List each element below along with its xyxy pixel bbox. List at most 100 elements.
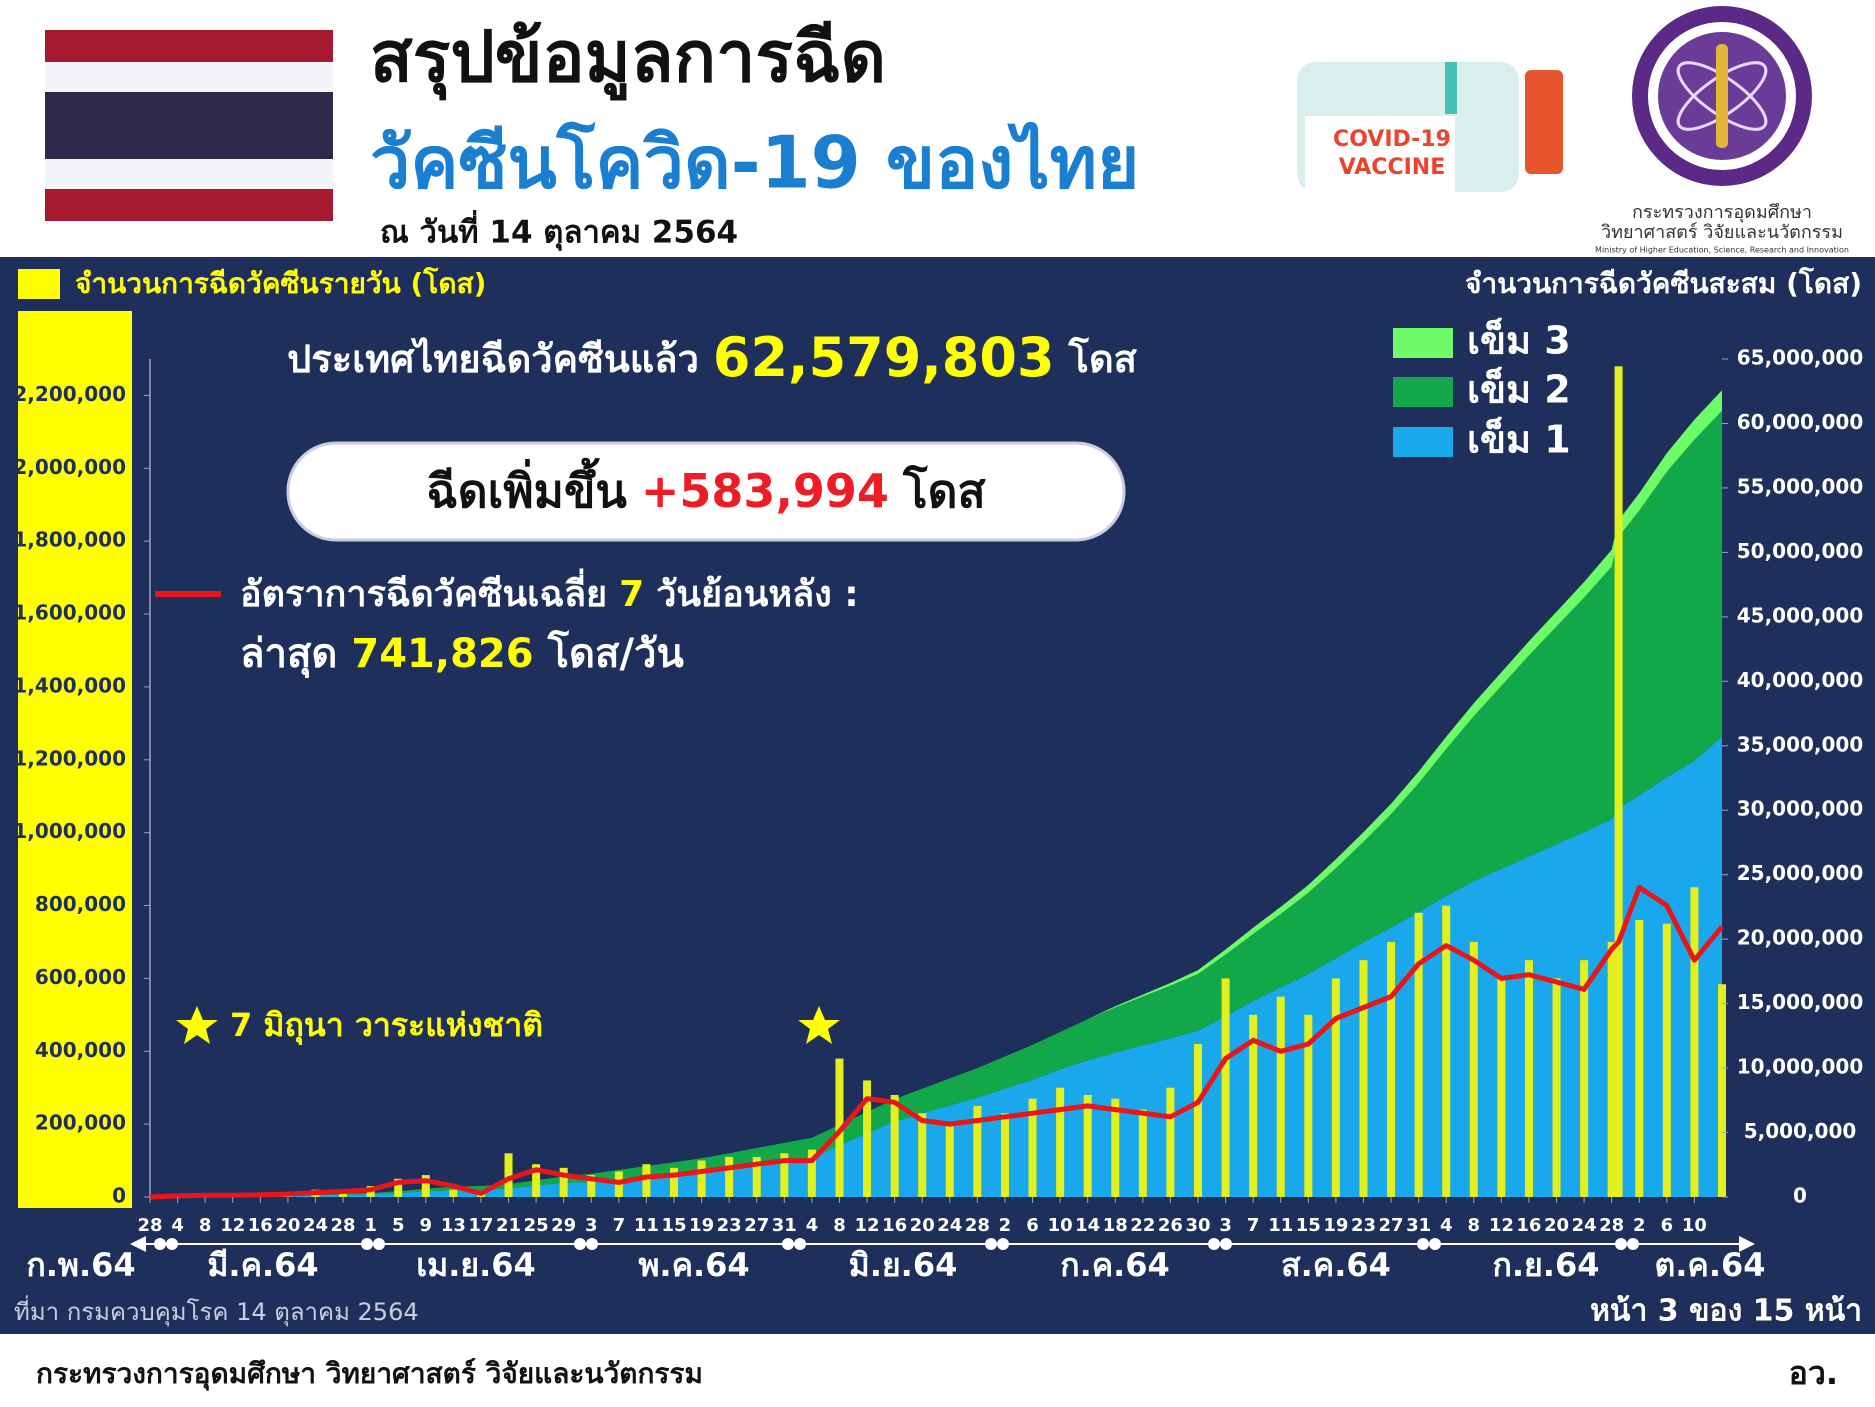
y2-tick-label: 35,000,000	[1737, 732, 1864, 756]
daily-bar	[532, 1164, 541, 1197]
daily-bar	[945, 1124, 954, 1197]
y-tick-label: 1,400,000	[13, 673, 126, 697]
month-label: พ.ค.64	[638, 1246, 749, 1284]
legend-label: เข็ม 1	[1467, 417, 1571, 462]
y-tick-label: 400,000	[35, 1038, 126, 1062]
x-tick-label: 8	[199, 1215, 212, 1236]
daily-bar	[1056, 1087, 1065, 1197]
month-label: เม.ย.64	[416, 1246, 536, 1284]
daily-bar	[1690, 887, 1699, 1197]
y2-tick-label: 30,000,000	[1737, 797, 1864, 821]
x-tick-label: 3	[1219, 1215, 1232, 1236]
month-dot	[1220, 1238, 1232, 1250]
avg-days: 7	[619, 574, 644, 615]
y2-tick-label: 60,000,000	[1737, 410, 1864, 434]
x-tick-label: 9	[420, 1215, 433, 1236]
x-tick-label: 7	[613, 1215, 626, 1236]
daily-bar	[1614, 366, 1623, 1197]
daily-bar	[504, 1153, 513, 1197]
month-label: ส.ค.64	[1281, 1246, 1391, 1284]
latest-unit: โดส/วัน	[547, 630, 684, 677]
y-tick-label: 1,600,000	[13, 601, 126, 625]
daily-bar	[394, 1178, 403, 1197]
latest-label: ล่าสุด	[240, 631, 337, 679]
x-tick-label: 12	[855, 1215, 880, 1236]
daily-bar	[725, 1156, 734, 1197]
bottle-stripe	[1445, 62, 1457, 114]
x-tick-label: 13	[441, 1215, 466, 1236]
x-tick-label: 6	[1661, 1215, 1674, 1236]
x-tick-label: 19	[1323, 1215, 1348, 1236]
daily-bar	[1607, 941, 1616, 1197]
x-tick-label: 21	[496, 1215, 521, 1236]
bottle-cap	[1525, 70, 1563, 174]
daily-bar	[1414, 912, 1423, 1197]
daily-bar	[1249, 1014, 1258, 1197]
legend-label: เข็ม 3	[1467, 318, 1571, 363]
daily-bar	[697, 1160, 706, 1197]
daily-bar	[1469, 941, 1478, 1197]
x-tick-label: 14	[1075, 1215, 1100, 1236]
star-icon	[176, 1006, 218, 1044]
x-tick-label: 12	[1489, 1215, 1514, 1236]
month-dot	[794, 1238, 806, 1250]
daily-bar	[1304, 1014, 1313, 1197]
daily-bar	[642, 1164, 651, 1197]
flag-stripe	[45, 30, 333, 62]
star-marker	[798, 1006, 840, 1044]
y2-tick-label: 45,000,000	[1737, 603, 1864, 627]
x-tick-label: 16	[1516, 1215, 1541, 1236]
source: ที่มา กรมควบคุมโรค 14 ตุลาคม 2564	[14, 1295, 419, 1327]
x-tick-label: 15	[661, 1215, 686, 1236]
y2-tick-label: 5,000,000	[1744, 1119, 1857, 1143]
x-tick-label: 31	[772, 1215, 797, 1236]
logo-orbit	[1676, 61, 1768, 131]
legend-swatch	[1393, 427, 1453, 457]
latest-value: 741,826	[351, 631, 533, 677]
x-tick-label: 5	[392, 1215, 405, 1236]
total-unit: โดส	[1068, 336, 1138, 381]
x-tick-label: 25	[524, 1215, 549, 1236]
x-tick-label: 16	[882, 1215, 907, 1236]
cumulative-area	[150, 736, 1722, 1197]
x-tick-label: 10	[1682, 1215, 1707, 1236]
x-tick-label: 6	[1026, 1215, 1039, 1236]
daily-bar	[421, 1175, 430, 1197]
flag-stripe	[45, 189, 333, 221]
x-tick-label: 28	[965, 1215, 990, 1236]
thai-flag	[45, 30, 333, 221]
x-tick-label: 4	[171, 1215, 184, 1236]
x-tick-label: 15	[1296, 1215, 1321, 1236]
x-tick-label: 28	[1599, 1215, 1624, 1236]
increase-value: +583,994	[641, 464, 889, 518]
x-tick-label: 28	[331, 1215, 356, 1236]
x-tick-label: 7	[1247, 1215, 1260, 1236]
avg-label: อัตราการฉีดวัคซีนเฉลี่ย	[240, 568, 607, 615]
month-dot	[1429, 1238, 1441, 1250]
daily-bar	[1442, 905, 1451, 1197]
x-tick-label: 4	[806, 1215, 819, 1236]
y2-tick-label: 15,000,000	[1737, 990, 1864, 1014]
y-tick-label: 200,000	[35, 1111, 126, 1135]
daily-bar	[1524, 960, 1533, 1197]
x-tick-label: 16	[248, 1215, 273, 1236]
flag-stripe	[45, 92, 333, 159]
month-dot	[985, 1238, 997, 1250]
vaccine-label: COVID-19	[1333, 127, 1451, 152]
month-dot	[166, 1238, 178, 1250]
page-number: หน้า 3 ของ 15 หน้า	[1590, 1294, 1862, 1329]
x-tick-label: 23	[717, 1215, 742, 1236]
star-note: 7 มิถุนา วาระแห่งชาติ	[230, 1006, 543, 1046]
x-tick-label: 30	[1185, 1215, 1210, 1236]
flag-stripe	[45, 62, 333, 92]
x-tick-label: 24	[303, 1215, 328, 1236]
month-label: ต.ค.64	[1654, 1246, 1765, 1284]
month-dot	[782, 1238, 794, 1250]
x-tick-label: 2	[1633, 1215, 1646, 1236]
y2-tick-label: 40,000,000	[1737, 668, 1864, 692]
y-tick-label: 0	[112, 1184, 126, 1208]
cumulative-area	[150, 410, 1722, 1197]
x-tick-label: 18	[1103, 1215, 1128, 1236]
average-line	[149, 884, 1724, 1200]
logo-emblem	[1716, 44, 1728, 148]
